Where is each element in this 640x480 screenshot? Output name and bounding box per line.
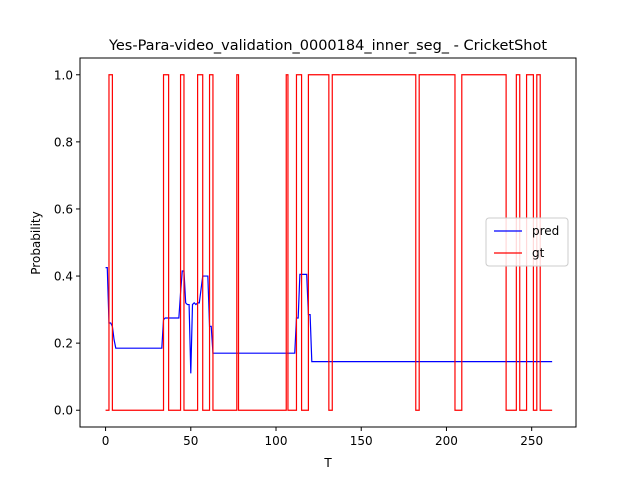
y-tick-label: 1.0 xyxy=(54,68,73,82)
y-tick-label: 0.4 xyxy=(54,270,73,284)
x-tick-label: 50 xyxy=(183,434,198,448)
legend-label-gt: gt xyxy=(532,246,545,260)
x-tick-label: 200 xyxy=(435,434,458,448)
y-tick-label: 0.2 xyxy=(54,337,73,351)
plot-area-frame xyxy=(79,57,577,428)
y-axis-ticks: 0.0 0.2 0.4 0.6 0.8 1.0 xyxy=(54,68,80,418)
y-axis-label: Probability xyxy=(29,211,43,274)
x-tick-label: 150 xyxy=(350,434,373,448)
x-axis-ticks: 0 50 100 150 200 250 xyxy=(102,427,543,448)
legend-box xyxy=(485,217,569,267)
x-tick-label: 0 xyxy=(102,434,110,448)
y-tick-label: 0.6 xyxy=(54,202,73,216)
y-tick-label: 0.8 xyxy=(54,135,73,149)
legend: pred gt xyxy=(485,217,569,267)
x-tick-label: 100 xyxy=(265,434,288,448)
x-axis-label: T xyxy=(323,456,332,470)
x-tick-label: 250 xyxy=(520,434,543,448)
y-tick-label: 0.0 xyxy=(54,404,73,418)
legend-label-pred: pred xyxy=(532,224,559,238)
series-line-pred xyxy=(105,267,553,374)
chart-title: Yes-Para-video_validation_0000184_inner_… xyxy=(108,38,547,54)
